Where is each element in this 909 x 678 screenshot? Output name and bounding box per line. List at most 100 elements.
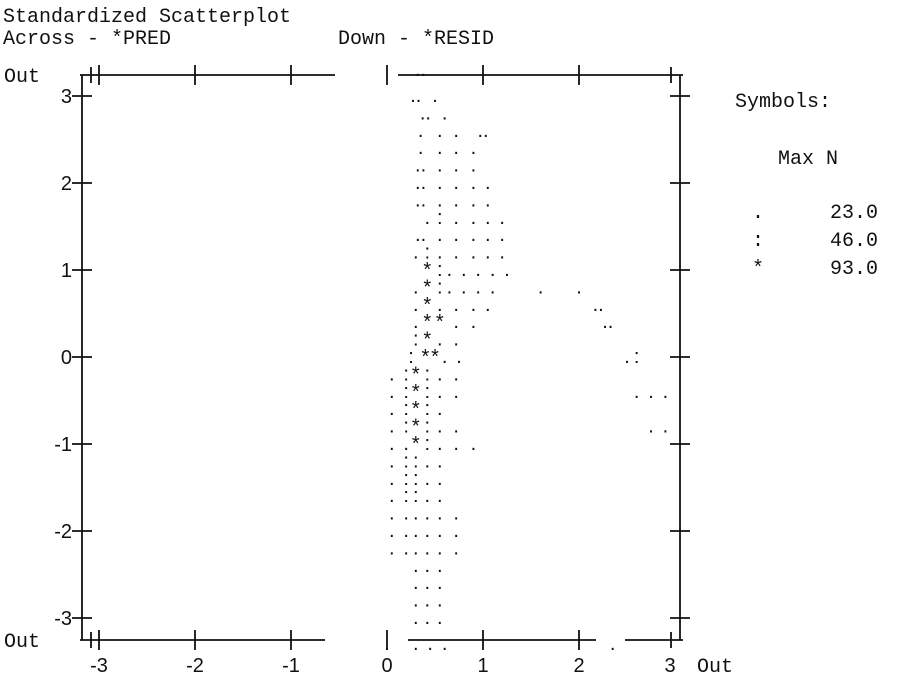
scatter-point: * (412, 381, 420, 403)
scatter-point: . (485, 294, 491, 316)
y-tick-label: 3 (61, 86, 72, 108)
x-tick-label: -3 (90, 655, 108, 677)
x-tick-label: 1 (477, 655, 488, 677)
scatter-point: . (456, 346, 462, 368)
scatter-point: : (403, 468, 409, 490)
scatter-point: . (648, 381, 654, 403)
scatter-point: . (610, 633, 616, 655)
scatter-point: . (453, 207, 459, 229)
scatter-point: . (453, 416, 459, 438)
scatter-point: . (624, 346, 630, 368)
scatter-point: . (425, 207, 431, 229)
scatter-point: . (538, 276, 544, 298)
scatter-point: . (437, 172, 443, 194)
scatter-point: .. (415, 155, 426, 177)
scatter-point: . (413, 537, 419, 559)
scatter-point: . (453, 329, 459, 351)
scatter-point: . (634, 381, 640, 403)
scatter-point: . (389, 363, 395, 385)
scatter-point: .. (593, 294, 604, 316)
scatter-point: : (403, 398, 409, 420)
scatter-point: * (412, 416, 420, 438)
scatter-point: .. (602, 311, 613, 333)
scatter-point: : (403, 450, 409, 472)
scatter-point: . (471, 155, 477, 177)
scatter-point: : (437, 259, 443, 281)
scatter-point: . (437, 120, 443, 142)
scatter-point: . (425, 537, 431, 559)
scatter-point: .. (420, 102, 431, 124)
scatter-point: . (453, 520, 459, 542)
scatter-point: . (437, 416, 443, 438)
scatter-point: . (437, 224, 443, 246)
scatter-point: . (413, 633, 419, 655)
scatter-point: . (447, 259, 453, 281)
scatter-point: . (437, 363, 443, 385)
scatter-point: . (453, 381, 459, 403)
scatter-point: . (485, 172, 491, 194)
scatter-point: . (389, 433, 395, 455)
scatter-point: . (437, 520, 443, 542)
scatter-point: . (425, 503, 431, 525)
scatter-point: . (413, 242, 419, 264)
scatter-point: * (423, 276, 431, 298)
scatter-point: . (499, 207, 505, 229)
scatter-point: . (437, 155, 443, 177)
scatter-point: : (413, 329, 419, 351)
scatter-point: .. (415, 59, 426, 81)
scatter-point: : (437, 207, 443, 229)
scatter-point: * (423, 259, 431, 281)
scatter-point: . (437, 433, 443, 455)
scatter-point: . (389, 485, 395, 507)
scatter-point: . (389, 416, 395, 438)
scatter-point: . (413, 311, 419, 333)
scatter-point: . (413, 294, 419, 316)
scatter-point: . (425, 555, 431, 577)
scatter-point: . (437, 398, 443, 420)
scatter-point: : (425, 398, 431, 420)
scatter-point: . (437, 537, 443, 559)
scatter-point: . (442, 633, 448, 655)
scatter-point: . (418, 120, 424, 142)
scatter-point: * (423, 329, 431, 351)
scatter-point: . (427, 633, 433, 655)
x-tick-label: 3 (664, 655, 675, 677)
scatter-point: . (437, 590, 443, 612)
scatter-point: : (413, 450, 419, 472)
scatter-point: . (453, 172, 459, 194)
scatter-point: . (437, 294, 443, 316)
scatter-point: . (413, 503, 419, 525)
scatter-point: * (436, 311, 444, 333)
scatter-point: : (413, 485, 419, 507)
scatter-point: . (389, 450, 395, 472)
scatter-point: . (453, 224, 459, 246)
scatter-point: . (425, 607, 431, 629)
scatter-point: . (403, 537, 409, 559)
scatter-point: . (471, 137, 477, 159)
scatter-point: . (453, 189, 459, 211)
y-tick-label: Out (4, 66, 40, 89)
scatter-point: . (485, 207, 491, 229)
scatter-point: : (403, 363, 409, 385)
scatter-point: : (413, 468, 419, 490)
y-tick-label: 0 (61, 347, 72, 369)
scatter-point: . (442, 346, 448, 368)
scatter-point: . (425, 450, 431, 472)
scatter-point: . (437, 572, 443, 594)
scatter-point: . (389, 520, 395, 542)
scatter-point: * (412, 398, 420, 420)
scatter-point: . (413, 520, 419, 542)
scatter-point: . (437, 450, 443, 472)
scatter-point: . (384, 633, 390, 655)
legend-subtitle: Max N (778, 148, 839, 171)
y-tick-label: -2 (54, 521, 72, 543)
scatter-point: . (453, 537, 459, 559)
x-tick-label: 0 (381, 655, 392, 677)
scatter-point: : (408, 346, 414, 368)
scatter-point: . (437, 329, 443, 351)
scatter-point: . (471, 433, 477, 455)
scatter-point: * (431, 346, 439, 368)
scatter-point: . (403, 520, 409, 542)
x-tick-label: -2 (186, 655, 204, 677)
